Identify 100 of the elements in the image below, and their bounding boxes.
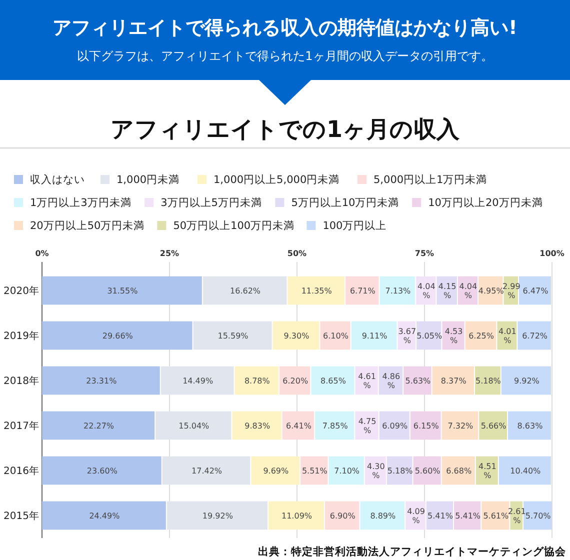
- bar: [360, 501, 405, 530]
- data-label: 9.69%: [263, 466, 290, 476]
- text: アフィリエイトで得られる収入の期待値はかなり高い!: [52, 17, 518, 39]
- legend-label: 5万円以上10万円未満: [291, 196, 400, 209]
- data-label: 19.92%: [202, 512, 234, 520]
- bar: [320, 321, 350, 350]
- bar: [162, 456, 250, 485]
- data-label: 6.10%: [323, 332, 349, 340]
- bar: [501, 366, 551, 395]
- bar: [508, 411, 551, 440]
- x-tick-label: 50%: [287, 249, 307, 258]
- data-label: 16.62%: [230, 286, 261, 296]
- bar: [325, 501, 360, 530]
- data-label: 9.30%: [284, 332, 310, 340]
- y-tick-label: 2016年: [4, 465, 39, 477]
- data-label: 6.72%: [522, 332, 548, 340]
- bar: [42, 411, 155, 440]
- bar: [442, 411, 478, 440]
- bar: [380, 276, 416, 305]
- legend-label: 50万円以上100万円未満: [173, 219, 295, 232]
- data-label: 29.66%: [102, 332, 134, 340]
- y-tick-label: 2017年: [4, 420, 39, 432]
- data-label: 7.10%: [334, 466, 360, 476]
- bar: [346, 276, 379, 305]
- bar: [193, 321, 272, 350]
- x-tick-label: 25%: [160, 249, 180, 258]
- y-tick-label: 2015年: [4, 510, 39, 522]
- data-label: 6.09%: [382, 422, 408, 430]
- data-label: 6.20%: [282, 376, 308, 386]
- bar: [234, 366, 279, 395]
- data-label: 4.15%: [438, 282, 456, 300]
- data-label: 11.35%: [301, 286, 332, 296]
- data-label: 2.61%: [508, 507, 526, 525]
- bar: [351, 321, 397, 350]
- data-label: 4.86%: [382, 372, 400, 390]
- bar: [42, 501, 166, 530]
- data-label: 23.60%: [86, 466, 118, 476]
- data-label: 5.41%: [428, 512, 454, 520]
- bar: [251, 456, 300, 485]
- data-label: 5.41%: [455, 512, 481, 520]
- data-label: 15.59%: [218, 332, 249, 340]
- data-label: 7.85%: [322, 422, 348, 430]
- data-label: 4.01%: [498, 327, 516, 345]
- data-label: 4.04%: [459, 282, 478, 300]
- bar: [268, 501, 324, 530]
- legend-label: 3万円以上5万円未満: [160, 196, 262, 209]
- y-tick-label: 2018年: [4, 375, 39, 387]
- chart-title: アフィリエイトでの1ヶ月の収入: [110, 117, 460, 143]
- data-label: 4.75%: [358, 417, 376, 435]
- bar: [328, 456, 364, 485]
- bar: [272, 321, 320, 350]
- data-label: 5.18%: [475, 376, 502, 386]
- bar: [519, 276, 551, 305]
- data-label: 4.95%: [478, 286, 504, 296]
- data-label: 5.70%: [525, 512, 552, 520]
- y-tick-label: 2020年: [4, 285, 39, 297]
- data-label: 8.78%: [244, 376, 270, 386]
- data-label: 4.09%: [407, 507, 425, 525]
- data-label: 8.63%: [517, 422, 544, 430]
- legend-label: 5,000円以上1万円未満: [374, 173, 488, 186]
- bar: [282, 411, 314, 440]
- data-label: 5.61%: [483, 512, 510, 520]
- data-label: 23.31%: [86, 376, 118, 386]
- data-label: 9.11%: [362, 332, 388, 340]
- bar: [156, 411, 232, 440]
- y-tick-label: 2019年: [4, 330, 39, 342]
- data-label: 15.04%: [178, 422, 210, 430]
- text: 以下グラフは、アフィリエイトで得られた1ヶ月間の収入データの引用です。: [77, 49, 493, 63]
- data-label: 5.51%: [302, 466, 328, 476]
- bar: [42, 456, 162, 485]
- bar: [498, 456, 551, 485]
- legend-label: 1万円以上3万円未満: [30, 196, 132, 209]
- bar: [311, 366, 354, 395]
- data-label: 5.63%: [405, 376, 432, 386]
- data-label: 31.55%: [107, 286, 138, 296]
- data-label: 17.42%: [192, 466, 222, 476]
- bar: [232, 411, 282, 440]
- bar: [42, 321, 192, 350]
- data-label: 4.04%: [418, 282, 436, 300]
- source-note: 出典：特定非営利活動法人アフィリエイトマーケティング協会: [258, 545, 567, 558]
- data-label: 14.49%: [182, 376, 214, 386]
- data-label: 6.25%: [468, 332, 494, 340]
- bar: [404, 366, 432, 395]
- data-label: 6.15%: [413, 422, 440, 430]
- data-label: 5.60%: [414, 466, 441, 476]
- data-label: 8.65%: [320, 376, 346, 386]
- data-label: 7.13%: [385, 286, 412, 296]
- data-label: 6.41%: [286, 422, 312, 430]
- data-label: 4.51%: [478, 462, 496, 480]
- data-label: 9.92%: [514, 376, 540, 386]
- legend-label: 1,000円未満: [116, 173, 180, 186]
- data-label: 7.32%: [448, 422, 474, 430]
- bar: [518, 321, 551, 350]
- data-label: 6.47%: [522, 286, 549, 296]
- bar: [160, 366, 234, 395]
- data-label: 11.09%: [282, 512, 312, 520]
- bar: [432, 366, 474, 395]
- legend-label: 10万円以上20万円未満: [428, 196, 543, 209]
- data-label: 10.40%: [510, 466, 542, 476]
- data-label: 24.49%: [89, 512, 120, 520]
